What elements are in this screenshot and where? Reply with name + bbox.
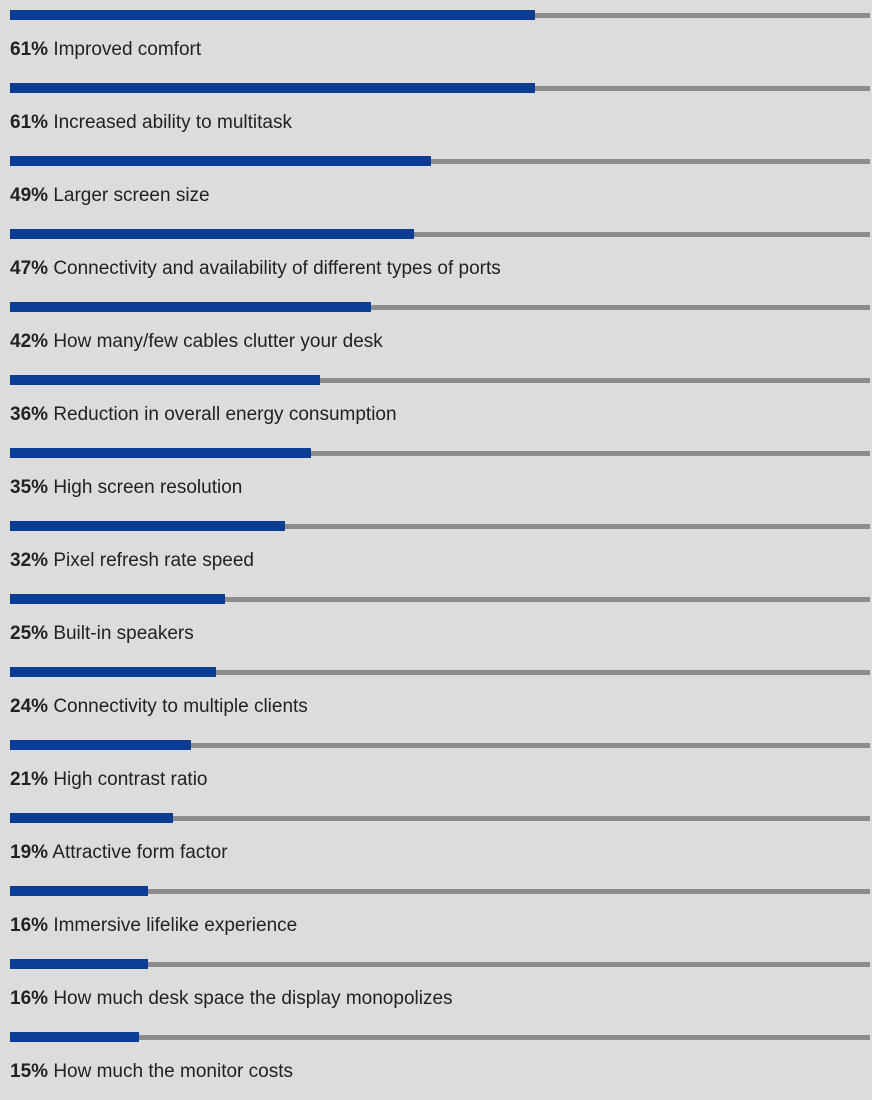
bar-fill	[10, 813, 173, 823]
bar-label: 25% Built-in speakers	[10, 623, 194, 645]
bar-label: 42% How many/few cables clutter your des…	[10, 331, 383, 353]
bar-value-label: 61%	[10, 39, 49, 60]
bar-category-label: Larger screen size	[53, 185, 210, 206]
bar-fill	[10, 886, 148, 896]
bar-track	[10, 816, 870, 821]
bar-row: 35% High screen resolution	[0, 438, 872, 511]
bar-row: 61% Increased ability to multitask	[0, 73, 872, 146]
bar-row: 49% Larger screen size	[0, 146, 872, 219]
bar-category-label: Increased ability to multitask	[53, 112, 292, 133]
bar-label: 32% Pixel refresh rate speed	[10, 550, 254, 572]
bar-fill	[10, 448, 311, 458]
bar-row: 16% Immersive lifelike experience	[0, 876, 872, 949]
bar-value-label: 21%	[10, 769, 49, 790]
bar-track	[10, 305, 870, 310]
bar-category-label: High contrast ratio	[53, 769, 208, 790]
bar-track	[10, 451, 870, 456]
bar-category-label: Attractive form factor	[52, 842, 228, 863]
bar-row: 25% Built-in speakers	[0, 584, 872, 657]
bar-label: 21% High contrast ratio	[10, 769, 208, 791]
bar-category-label: High screen resolution	[53, 477, 243, 498]
bar-label: 36% Reduction in overall energy consumpt…	[10, 404, 397, 426]
bar-value-label: 47%	[10, 258, 49, 279]
bar-row: 24% Connectivity to multiple clients	[0, 657, 872, 730]
bar-fill	[10, 521, 285, 531]
bar-row: 16% How much desk space the display mono…	[0, 949, 872, 1022]
bar-fill	[10, 10, 535, 20]
bar-row: 32% Pixel refresh rate speed	[0, 511, 872, 584]
bar-category-label: How much desk space the display monopoli…	[53, 988, 453, 1009]
bar-track	[10, 670, 870, 675]
bar-track	[10, 159, 870, 164]
bar-label: 24% Connectivity to multiple clients	[10, 696, 308, 718]
bar-track	[10, 378, 870, 383]
bar-label: 15% How much the monitor costs	[10, 1061, 293, 1083]
bar-track	[10, 889, 870, 894]
bar-label: 47% Connectivity and availability of dif…	[10, 258, 501, 280]
bar-category-label: Pixel refresh rate speed	[53, 550, 254, 571]
bar-row: 15% How much the monitor costs	[0, 1022, 872, 1095]
bar-value-label: 32%	[10, 550, 49, 571]
bar-track	[10, 524, 870, 529]
bar-row: 36% Reduction in overall energy consumpt…	[0, 365, 872, 438]
bar-fill	[10, 959, 148, 969]
bar-label: 16% Immersive lifelike experience	[10, 915, 297, 937]
bar-fill	[10, 156, 431, 166]
bar-label: 61% Improved comfort	[10, 39, 201, 61]
bar-value-label: 61%	[10, 112, 49, 133]
bar-row: 21% High contrast ratio	[0, 730, 872, 803]
bar-value-label: 49%	[10, 185, 49, 206]
bar-value-label: 35%	[10, 477, 49, 498]
bar-track	[10, 1035, 870, 1040]
bar-row: 61% Improved comfort	[0, 0, 872, 73]
bar-value-label: 42%	[10, 331, 49, 352]
bar-category-label: Improved comfort	[53, 39, 202, 60]
bar-label: 16% How much desk space the display mono…	[10, 988, 453, 1010]
bar-fill	[10, 740, 191, 750]
bar-row: 47% Connectivity and availability of dif…	[0, 219, 872, 292]
bar-fill	[10, 302, 371, 312]
bar-value-label: 15%	[10, 1061, 49, 1082]
bar-track	[10, 743, 870, 748]
bar-fill	[10, 667, 216, 677]
bar-fill	[10, 1032, 139, 1042]
bar-category-label: How many/few cables clutter your desk	[53, 331, 383, 352]
bar-value-label: 16%	[10, 988, 49, 1009]
bar-category-label: How much the monitor costs	[53, 1061, 294, 1082]
bar-track	[10, 232, 870, 237]
bar-value-label: 25%	[10, 623, 49, 644]
bar-category-label: Connectivity and availability of differe…	[53, 258, 501, 279]
bar-row: 19% Attractive form factor	[0, 803, 872, 876]
bar-label: 19% Attractive form factor	[10, 842, 228, 864]
bar-track	[10, 597, 870, 602]
bar-fill	[10, 83, 535, 93]
bar-row: 42% How many/few cables clutter your des…	[0, 292, 872, 365]
bar-fill	[10, 375, 320, 385]
bar-fill	[10, 229, 414, 239]
bar-value-label: 36%	[10, 404, 49, 425]
bar-value-label: 16%	[10, 915, 49, 936]
bar-value-label: 19%	[10, 842, 49, 863]
bar-track	[10, 962, 870, 967]
bar-label: 61% Increased ability to multitask	[10, 112, 292, 134]
bar-category-label: Built-in speakers	[53, 623, 194, 644]
bar-category-label: Connectivity to multiple clients	[53, 696, 308, 717]
bar-category-label: Reduction in overall energy consumption	[53, 404, 397, 425]
bar-fill	[10, 594, 225, 604]
bar-value-label: 24%	[10, 696, 49, 717]
bar-label: 49% Larger screen size	[10, 185, 210, 207]
bar-label: 35% High screen resolution	[10, 477, 242, 499]
bar-category-label: Immersive lifelike experience	[53, 915, 298, 936]
